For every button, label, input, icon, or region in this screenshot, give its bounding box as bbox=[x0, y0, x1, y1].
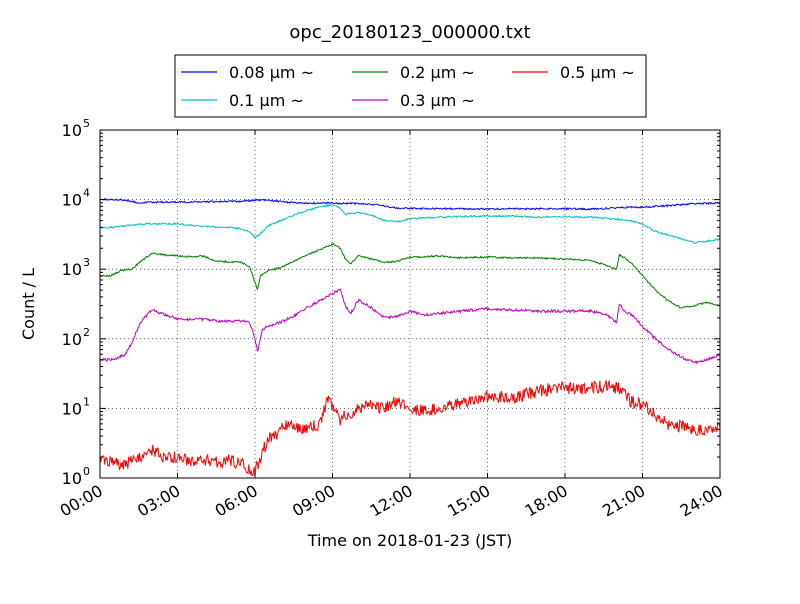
series-lines bbox=[99, 198, 721, 478]
grid-lines bbox=[100, 130, 720, 478]
y-tick-base: 10 bbox=[62, 399, 82, 418]
y-tick-label: 10 bbox=[62, 260, 82, 279]
y-tick-base: 10 bbox=[62, 191, 82, 210]
legend-label-4: 0.5 μm ~ bbox=[560, 63, 635, 82]
x-axis-label: Time on 2018-01-23 (JST) bbox=[307, 531, 512, 550]
legend-label-0: 0.08 μm ~ bbox=[229, 63, 314, 82]
y-tick-exponent: 2 bbox=[83, 326, 90, 339]
series-line-0 bbox=[99, 198, 721, 211]
y-tick-base: 10 bbox=[62, 260, 82, 279]
legend-label-2: 0.2 μm ~ bbox=[400, 63, 475, 82]
legend-frame bbox=[174, 54, 647, 118]
legend-label-3: 0.3 μm ~ bbox=[400, 91, 475, 110]
y-tick-base: 10 bbox=[62, 330, 82, 349]
y-tick-exponent: 4 bbox=[83, 187, 90, 200]
series-line-2 bbox=[99, 242, 721, 309]
y-tick-label: 10 bbox=[62, 330, 82, 349]
y-tick-label: 10 bbox=[62, 191, 82, 210]
legend: 0.08 μm ~ 0.2 μm ~ 0.5 μm ~ 0.1 μm ~ 0.3 μm … bbox=[174, 54, 647, 118]
series-line-1 bbox=[99, 203, 721, 244]
series-line-3 bbox=[99, 288, 721, 365]
chart-title: opc_20180123_000000.txt bbox=[289, 22, 530, 43]
series-line-4 bbox=[99, 379, 721, 478]
y-tick-exponent: 0 bbox=[83, 465, 90, 478]
y-tick-exponent: 3 bbox=[83, 256, 90, 269]
y-tick-label: 10 bbox=[62, 469, 82, 488]
y-axis-label: Count / L bbox=[19, 268, 38, 340]
y-tick-label: 10 bbox=[62, 399, 82, 418]
y-tick-base: 10 bbox=[62, 469, 82, 488]
y-tick-exponent: 1 bbox=[83, 395, 90, 408]
y-tick-base: 10 bbox=[62, 121, 82, 140]
y-tick-label: 10 bbox=[62, 121, 82, 140]
y-tick-exponent: 5 bbox=[83, 117, 90, 130]
legend-label-1: 0.1 μm ~ bbox=[229, 91, 304, 110]
